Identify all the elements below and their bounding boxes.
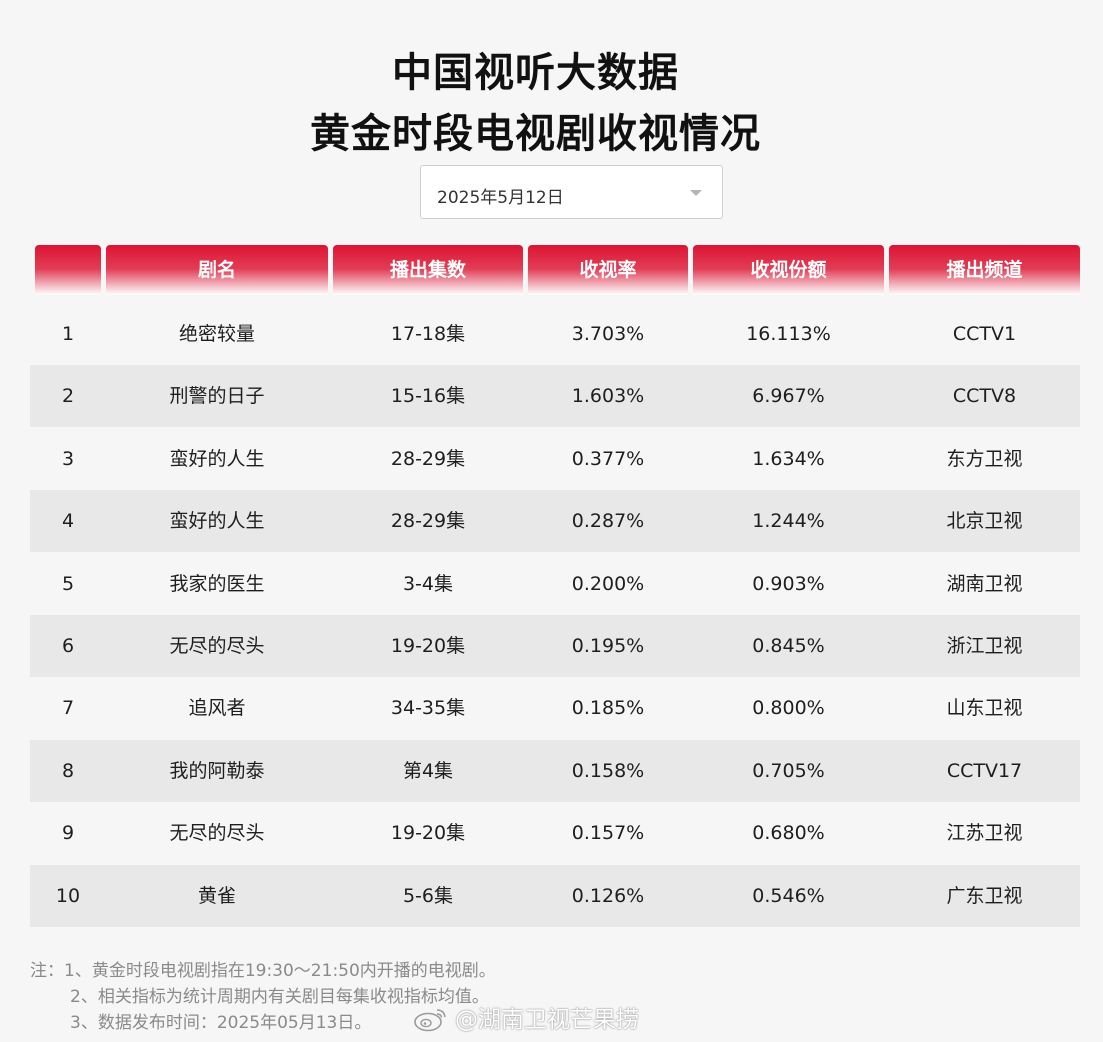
rating: 0.126% (571, 884, 645, 907)
channel: 北京卫视 (946, 510, 1023, 533)
channel: CCTV17 (946, 759, 1023, 782)
drama-name: 黄雀 (197, 884, 236, 907)
drama-name: 绝密较量 (178, 323, 255, 345)
table-row: 5 我家的医生 3-4集 0.200% 0.903% 湖南卫视 (30, 553, 1080, 615)
share: 0.680% (752, 822, 825, 845)
table-row: 6 无尽的尽头 19-20集 0.195% 0.845% 浙江卫视 (30, 615, 1080, 677)
row-index: 2 (61, 385, 75, 408)
episodes: 3-4集 (402, 572, 454, 595)
table-row: 9 无尽的尽头 19-20集 0.157% 0.680% 江苏卫视 (30, 802, 1080, 864)
watermark: @湖南卫视芒果捞 (413, 1000, 639, 1034)
channel: 东方卫视 (946, 447, 1023, 470)
rating: 0.287% (571, 510, 645, 533)
drama-name: 无尽的尽头 (169, 822, 265, 845)
note-line-2: 2、相关指标为统计周期内有关剧目每集收视指标均值。 (70, 987, 489, 1007)
date-dropdown[interactable]: 2025年5月12日 (420, 165, 723, 219)
share: 1.244% (752, 510, 825, 533)
drama-name: 无尽的尽头 (169, 635, 265, 657)
channel: 山东卫视 (946, 697, 1023, 720)
row-index: 9 (61, 822, 75, 845)
channel: CCTV1 (952, 323, 1017, 345)
share: 0.845% (752, 635, 825, 657)
episodes: 34-35集 (390, 697, 466, 720)
rating: 1.603% (571, 385, 645, 408)
row-index: 5 (61, 572, 75, 595)
table-row: 2 刑警的日子 15-16集 1.603% 6.967% CCTV8 (30, 365, 1080, 428)
date-dropdown-value: 2025年5月12日 (437, 188, 564, 208)
episodes: 19-20集 (390, 635, 466, 657)
page-title-line2: 黄金时段电视剧收视情况 (310, 111, 761, 157)
table-row: 10 黄雀 5-6集 0.126% 0.546% 广东卫视 (30, 864, 1080, 927)
row-index: 10 (55, 884, 81, 907)
drama-name: 蛮好的人生 (169, 447, 265, 470)
rating: 0.377% (571, 447, 645, 470)
row-index: 6 (61, 635, 75, 657)
share: 16.113% (746, 323, 831, 345)
rating: 0.200% (571, 572, 645, 595)
episodes: 19-20集 (390, 822, 466, 845)
table-row: 3 蛮好的人生 28-29集 0.377% 1.634% 东方卫视 (30, 428, 1080, 490)
watermark-text: @湖南卫视芒果捞 (455, 1007, 639, 1033)
header-episodes: 播出集数 (333, 245, 523, 295)
drama-name: 我家的医生 (169, 572, 265, 595)
note-line-3: 3、数据发布时间：2025年05月13日。 (70, 1013, 372, 1033)
episodes: 17-18集 (390, 323, 466, 345)
drama-name: 刑警的日子 (169, 385, 265, 408)
rating: 0.157% (571, 822, 645, 845)
header-share: 收视份额 (693, 245, 884, 295)
weibo-logo-icon (413, 1006, 449, 1032)
row-index: 8 (61, 759, 75, 782)
chevron-down-icon (690, 190, 702, 196)
rating: 3.703% (571, 323, 645, 345)
table-row: 7 追风者 34-35集 0.185% 0.800% 山东卫视 (30, 677, 1080, 739)
share: 6.967% (752, 385, 825, 408)
drama-name: 我的阿勒泰 (169, 759, 265, 782)
row-index: 7 (61, 697, 75, 720)
table-row: 1 绝密较量 17-18集 3.703% 16.113% CCTV1 (30, 303, 1080, 365)
episodes: 28-29集 (390, 447, 466, 470)
channel: 浙江卫视 (946, 635, 1023, 657)
channel: 广东卫视 (946, 884, 1023, 907)
episodes: 15-16集 (390, 385, 466, 408)
row-index: 1 (61, 323, 75, 345)
channel: CCTV8 (952, 385, 1017, 408)
table-row: 8 我的阿勒泰 第4集 0.158% 0.705% CCTV17 (30, 739, 1080, 802)
rating: 0.195% (571, 635, 645, 657)
share: 0.705% (752, 759, 825, 782)
page-title-line1: 中国视听大数据 (392, 50, 679, 96)
episodes: 第4集 (402, 759, 454, 782)
note-line-1: 注：1、黄金时段电视剧指在19:30～21:50内开播的电视剧。 (30, 961, 496, 981)
share: 0.546% (752, 884, 825, 907)
drama-name: 蛮好的人生 (169, 510, 265, 533)
share: 0.903% (752, 572, 825, 595)
share: 0.800% (752, 697, 825, 720)
episodes: 28-29集 (390, 510, 466, 533)
row-index: 4 (61, 510, 75, 533)
header-channel: 播出频道 (889, 245, 1080, 295)
rating: 0.185% (571, 697, 645, 720)
channel: 湖南卫视 (946, 572, 1023, 595)
channel: 江苏卫视 (946, 822, 1023, 845)
header-index (35, 245, 101, 295)
episodes: 5-6集 (402, 884, 454, 907)
row-index: 3 (61, 447, 75, 470)
header-title: 剧名 (106, 245, 328, 295)
share: 1.634% (752, 447, 825, 470)
header-rating: 收视率 (528, 245, 688, 295)
drama-name: 追风者 (188, 697, 246, 720)
rating: 0.158% (571, 759, 645, 782)
table-row: 4 蛮好的人生 28-29集 0.287% 1.244% 北京卫视 (30, 490, 1080, 553)
